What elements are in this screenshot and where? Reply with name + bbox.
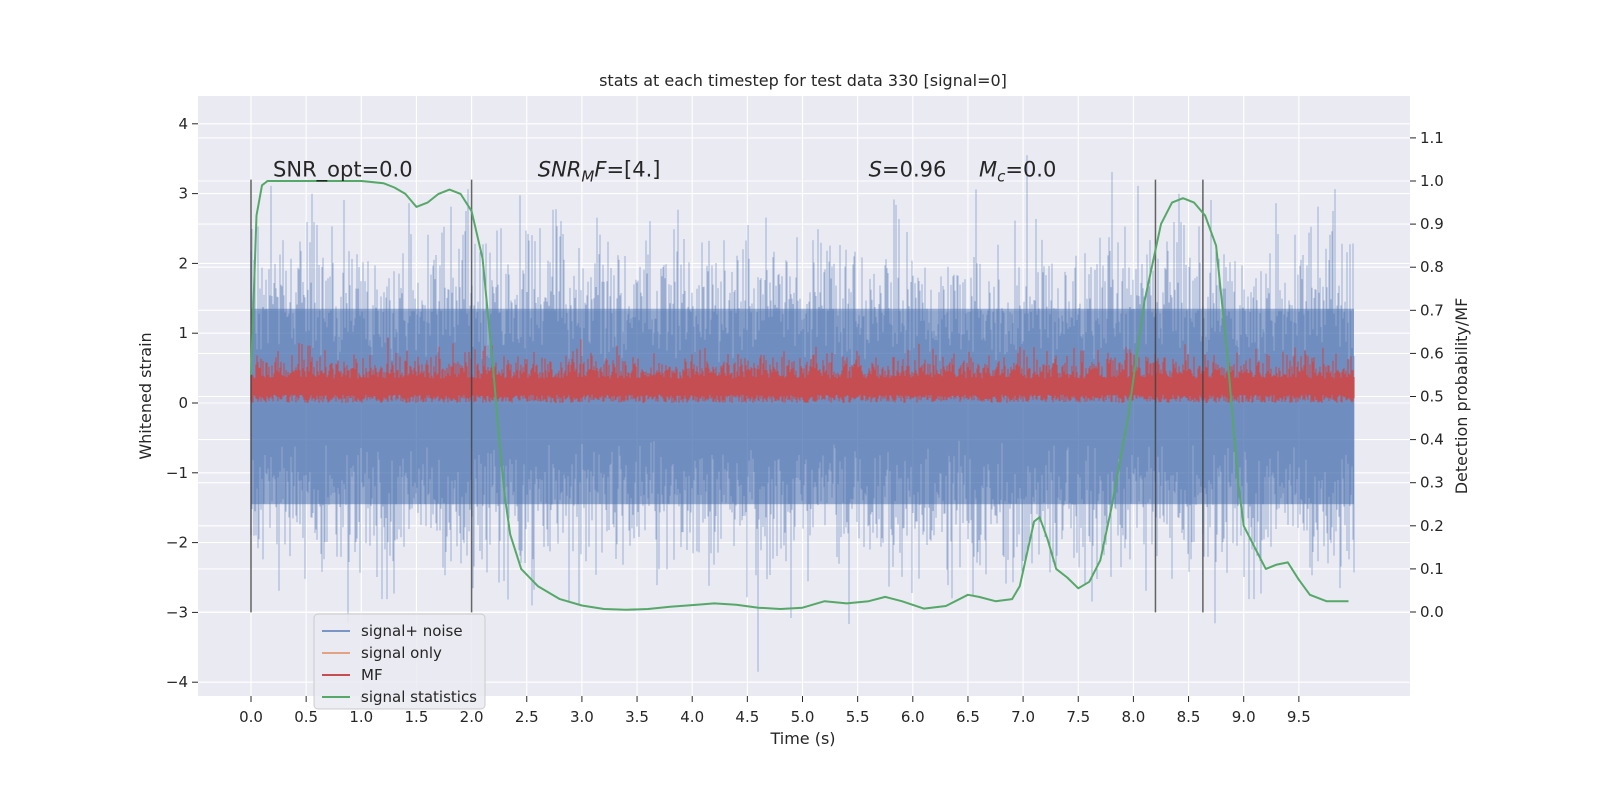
y-tick-label: 2 [178,254,188,272]
y-tick-label: 0 [178,394,188,412]
y2-tick-label: 0.8 [1420,258,1444,276]
x-tick-label: 3.5 [625,708,649,726]
y2-tick-label: 0.3 [1420,474,1444,492]
y2-tick-label: 0.2 [1420,517,1444,535]
legend-label: signal statistics [361,688,477,706]
x-tick-label: 1.0 [349,708,373,726]
y-tick-label: −4 [166,673,188,691]
y2-tick-label: 1.0 [1420,172,1444,190]
annotation-0: SNR_opt=0.0 [273,158,413,183]
legend-label: signal+ noise [361,622,463,640]
x-tick-label: 4.0 [680,708,704,726]
y-tick-label: −3 [166,603,188,621]
x-tick-label: 5.5 [846,708,870,726]
legend-label: MF [361,666,383,684]
annotation-3: Mc=0.0 [979,158,1056,186]
y2-tick-label: 0.7 [1420,301,1444,319]
y2-tick-label: 0.9 [1420,215,1444,233]
y2-tick-label: 0.1 [1420,560,1444,578]
series-signal-statistics [250,180,1349,611]
annotations: SNR_opt=0.0 SNRMF=[4.] S=0.96 Mc=0.0 [273,158,1056,186]
annotation-2: S=0.96 [869,158,947,182]
chart-title: stats at each timestep for test data 330… [599,71,1007,90]
x-tick-label: 9.0 [1232,708,1256,726]
y-tick-label: 3 [178,185,188,203]
y-tick-label: 4 [178,115,188,133]
x-tick-label: 2.5 [515,708,539,726]
x-tick-label: 5.0 [791,708,815,726]
legend-box [313,613,486,710]
x-tick-label: 0.5 [294,708,318,726]
x-tick-label: 8.5 [1177,708,1201,726]
y2-tick-label: 0.0 [1420,603,1444,621]
series-signal-noise [250,155,1355,672]
y-tick-label: 1 [178,324,188,342]
axes-ticks: 0.0 0.5 1.0 1.5 2.0 2.5 3.0 3.5 4.0 4.5 5.0 5.5 6.0 6… [166,115,1444,726]
x-axis-label: Time (s) [769,729,835,748]
y-axis-label: Whitened strain [136,332,155,459]
x-tick-label: 7.5 [1066,708,1090,726]
marker-lines [250,179,1204,613]
x-tick-label: 3.0 [570,708,594,726]
x-tick-label: 8.0 [1121,708,1145,726]
y2-tick-label: 0.4 [1420,431,1444,449]
x-tick-label: 7.0 [1011,708,1035,726]
x-tick-label: 1.5 [405,708,429,726]
signal-statistics-line [250,180,1349,611]
legend: signal+ noise signal only MF signal statist… [313,613,486,710]
y2-tick-label: 0.5 [1420,388,1444,406]
y2-axis-label: Detection probability/MF [1452,298,1471,495]
y2-tick-label: 1.1 [1420,129,1444,147]
y-tick-label: −1 [166,464,188,482]
x-tick-label: 6.5 [956,708,980,726]
x-tick-label: 0.0 [239,708,263,726]
x-tick-label: 4.5 [735,708,759,726]
annotation-1: SNRMF=[4.] [538,158,661,186]
legend-label: signal only [361,644,442,662]
y-tick-label: −2 [166,534,188,552]
x-tick-label: 9.5 [1287,708,1311,726]
y2-tick-label: 0.6 [1420,344,1444,362]
x-tick-label: 2.0 [460,708,484,726]
x-tick-label: 6.0 [901,708,925,726]
